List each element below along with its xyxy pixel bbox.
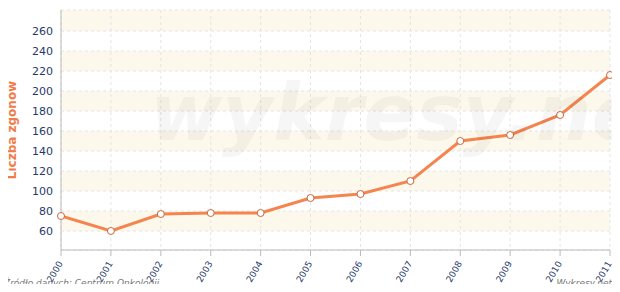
svg-text:220: 220 xyxy=(32,65,53,78)
svg-text:2009: 2009 xyxy=(494,259,514,284)
svg-text:240: 240 xyxy=(32,45,53,58)
svg-text:2008: 2008 xyxy=(444,259,464,284)
svg-text:180: 180 xyxy=(32,105,53,118)
svg-text:120: 120 xyxy=(32,165,53,178)
svg-text:2006: 2006 xyxy=(344,259,364,284)
svg-text:260: 260 xyxy=(32,25,53,38)
svg-text:80: 80 xyxy=(39,205,53,218)
svg-text:2004: 2004 xyxy=(244,259,264,284)
svg-text:100: 100 xyxy=(32,185,53,198)
svg-text:Liczba zgonów: Liczba zgonów xyxy=(8,81,19,179)
svg-text:60: 60 xyxy=(39,225,53,238)
html-text:Źródło danych: Centrum Onkolog: Źródło danych: Centrum Onkologii xyxy=(4,278,160,288)
svg-text:2003: 2003 xyxy=(195,259,215,284)
svg-text:2007: 2007 xyxy=(394,259,414,284)
svg-text:140: 140 xyxy=(32,145,53,158)
html-text:Wykresy.net: Wykresy.net xyxy=(556,278,612,288)
svg-text:2005: 2005 xyxy=(294,259,314,284)
svg-text:200: 200 xyxy=(32,85,53,98)
svg-text:160: 160 xyxy=(32,125,53,138)
